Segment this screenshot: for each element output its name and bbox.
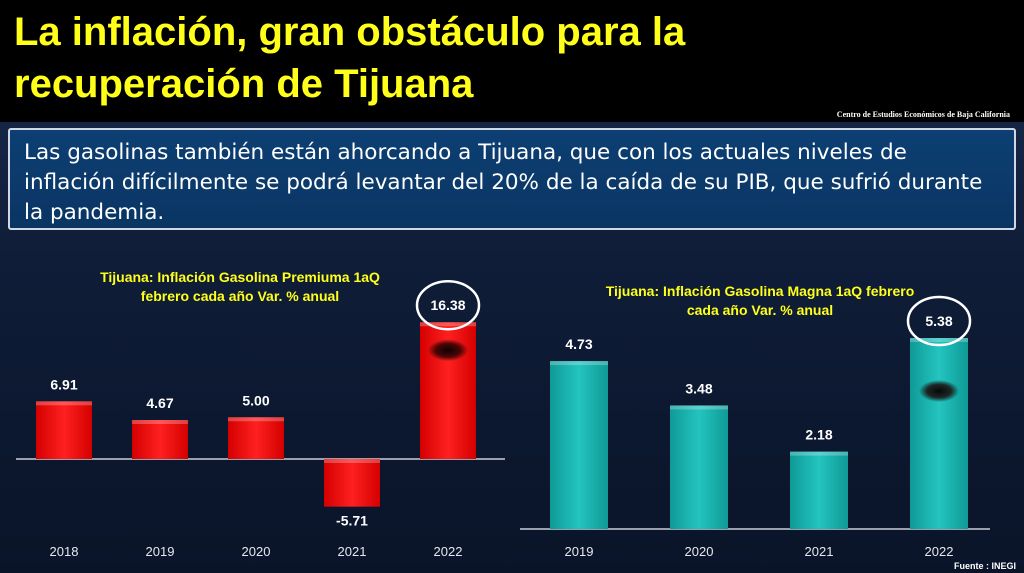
- chart-2-bar: [910, 338, 968, 529]
- chart-2-bar-highlight: [670, 405, 728, 410]
- chart-1-bar-highlight: [132, 420, 188, 425]
- chart-1-value-label: 6.91: [50, 376, 77, 392]
- title-banner: La inflación, gran obstáculo para la rec…: [0, 0, 1024, 122]
- chart-1-value-label: 4.67: [146, 395, 173, 411]
- premium-chart-title-line-2: febrero cada año Var. % anual: [140, 288, 340, 304]
- chart-1-smudge: [428, 339, 468, 362]
- chart-2-value-label: 2.18: [805, 427, 832, 443]
- chart-2-category-label: 2019: [565, 544, 594, 559]
- chart-2-category-label: 2021: [805, 544, 834, 559]
- chart-1-category-label: 2021: [338, 544, 367, 559]
- chart-2-smudge: [919, 380, 959, 403]
- chart-2-bar-highlight: [790, 451, 848, 456]
- magna-chart: 4.73 2019 3.48 2020 2.18 2021 5.38 2022: [520, 295, 990, 559]
- chart-1-bar-highlight: [228, 417, 284, 422]
- chart-2-bar-highlight: [910, 338, 968, 343]
- magna-chart-title-line-2: cada año Var. % anual: [686, 302, 834, 318]
- chart-1-category-label: 2019: [146, 544, 175, 559]
- chart-2-value-label: 4.73: [565, 336, 592, 352]
- chart-1-category-label: 2020: [242, 544, 271, 559]
- chart-1-value-label: 16.38: [430, 297, 465, 313]
- chart-1-bar-highlight: [324, 459, 380, 463]
- chart-2-bar: [790, 451, 848, 529]
- chart-2-bar-highlight: [550, 361, 608, 366]
- page-title-line-2: recuperación de Tijuana: [14, 62, 474, 106]
- magna-chart-title: Tijuana: Inflación Gasolina Magna 1aQ fe…: [555, 282, 965, 320]
- chart-2-category-label: 2022: [925, 544, 954, 559]
- page-title-line-1: La inflación, gran obstáculo para la: [14, 10, 686, 54]
- chart-2-value-label: 3.48: [685, 380, 712, 396]
- chart-1-category-label: 2018: [50, 544, 79, 559]
- chart-1-bar: [36, 401, 92, 459]
- intro-text-box: Las gasolinas también están ahorcando a …: [8, 128, 1016, 230]
- chart-2-category-label: 2020: [685, 544, 714, 559]
- chart-2-highlight-circle: [906, 295, 972, 347]
- chart-1-value-label: 5.00: [242, 392, 269, 408]
- chart-1-bar: [228, 417, 284, 459]
- magna-chart-title-line-1: Tijuana: Inflación Gasolina Magna 1aQ fe…: [605, 283, 915, 299]
- chart-1-category-label: 2022: [434, 544, 463, 559]
- premium-chart-title: Tijuana: Inflación Gasolina Premiuma 1aQ…: [40, 268, 440, 306]
- footnote-source: Fuente : INEGI: [953, 561, 1016, 571]
- chart-1-bar: [324, 459, 380, 507]
- source-credit: Centro de Estudios Económicos de Baja Ca…: [836, 110, 1010, 119]
- chart-1-bar: [132, 420, 188, 459]
- chart-1-bar-highlight: [36, 401, 92, 406]
- chart-2-value-label: 5.38: [925, 313, 952, 329]
- premium-chart: 6.91 2018 4.67 2019 5.00 2020 -5.71 2021 16.38 20…: [16, 279, 505, 559]
- chart-2-bar: [550, 361, 608, 529]
- chart-1-value-label: -5.71: [336, 513, 368, 529]
- chart-1-highlight-circle: [415, 279, 481, 331]
- chart-1-bar-highlight: [420, 322, 476, 327]
- chart-2-bar: [670, 405, 728, 529]
- premium-chart-title-line-1: Tijuana: Inflación Gasolina Premiuma 1aQ: [100, 269, 380, 285]
- page-title: La inflación, gran obstáculo para la rec…: [14, 6, 834, 110]
